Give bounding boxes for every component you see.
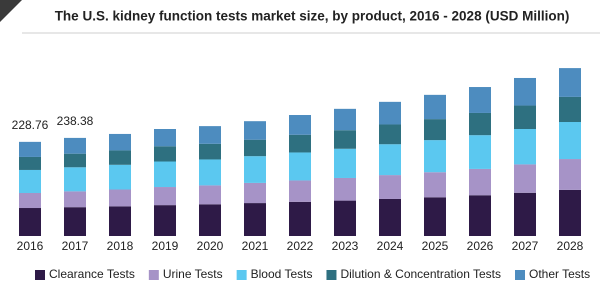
bar-segment <box>154 161 176 188</box>
bar-segment <box>64 137 86 154</box>
bar-segment <box>109 206 131 236</box>
bar-segment <box>199 185 221 205</box>
x-tick-label: 2021 <box>242 239 269 253</box>
corner-decoration <box>0 0 22 22</box>
bar-segment <box>424 197 446 236</box>
bar-segment <box>109 133 131 151</box>
x-tick-label: 2022 <box>287 239 314 253</box>
bar-segment <box>379 144 401 176</box>
bar-segment <box>289 152 311 181</box>
bar-segment <box>514 192 536 236</box>
total-label: 228.76 <box>12 118 49 132</box>
bar-segment <box>289 134 311 153</box>
bar-segment <box>19 141 41 157</box>
bar-segment <box>244 139 266 157</box>
bar-segment <box>289 180 311 202</box>
bar-segment <box>469 112 491 136</box>
legend-swatch <box>236 270 247 280</box>
bar-segment <box>64 153 86 168</box>
x-tick-label: 2019 <box>152 239 179 253</box>
bar-segment <box>244 156 266 183</box>
bar-segment <box>559 189 581 236</box>
bar-segment <box>154 146 176 162</box>
x-tick-label: 2024 <box>377 239 404 253</box>
bar-segment <box>154 187 176 206</box>
bar-segment <box>199 159 221 186</box>
bar-segment <box>514 164 536 193</box>
bar-segment <box>514 77 536 106</box>
bar-segment <box>424 140 446 173</box>
x-tick-label: 2020 <box>197 239 224 253</box>
bar-segment <box>334 200 356 236</box>
x-tick-label: 2025 <box>422 239 449 253</box>
x-tick-label: 2017 <box>62 239 89 253</box>
bar-segment <box>469 135 491 169</box>
bar-segment <box>334 177 356 201</box>
bar-segment <box>334 148 356 178</box>
bar-segment <box>109 189 131 207</box>
bar-segment <box>64 167 86 192</box>
bar-segment <box>289 115 311 135</box>
x-tick-label: 2026 <box>467 239 494 253</box>
legend-label: Dilution & Concentration Tests <box>340 267 501 281</box>
legend-label: Other Tests <box>529 267 590 281</box>
bar-segment <box>559 159 581 190</box>
x-tick-label: 2028 <box>557 239 584 253</box>
bar-segment <box>514 105 536 130</box>
legend-swatch <box>148 270 159 280</box>
bar-segment <box>244 121 266 140</box>
legend-label: Urine Tests <box>163 267 223 281</box>
bar-segment <box>244 203 266 236</box>
bar-segment <box>469 195 491 236</box>
bar-segment <box>154 129 176 147</box>
bar-segment <box>199 143 221 160</box>
bar-segment <box>424 172 446 198</box>
bar-segment <box>424 119 446 141</box>
bar-segment <box>19 192 41 209</box>
bar-segment <box>334 130 356 149</box>
bar-segment <box>469 168 491 196</box>
bar-segment <box>19 208 41 236</box>
bar-segment <box>109 164 131 190</box>
legend-label: Blood Tests <box>251 267 313 281</box>
total-label: 238.38 <box>57 114 94 128</box>
bar-segment <box>469 87 491 113</box>
legend-swatch <box>326 270 337 280</box>
x-tick-label: 2023 <box>332 239 359 253</box>
x-tick-label: 2027 <box>512 239 539 253</box>
legend-swatch <box>515 270 525 280</box>
bar-segment <box>379 124 401 145</box>
chart-title: The U.S. kidney function tests market si… <box>55 9 570 24</box>
bar-segment <box>379 101 401 125</box>
bar-segment <box>19 156 41 170</box>
bar-segment <box>424 94 446 120</box>
bar-segment <box>559 68 581 97</box>
bar-segment <box>289 201 311 236</box>
bar-segment <box>199 126 221 144</box>
bar-segment <box>334 108 356 131</box>
bar-segment <box>379 175 401 199</box>
bar-segment <box>199 204 221 236</box>
x-tick-label: 2018 <box>107 239 134 253</box>
bar-segment <box>64 191 86 208</box>
bar-segment <box>559 122 581 160</box>
legend-swatch <box>35 270 45 280</box>
x-tick-label: 2016 <box>17 239 44 253</box>
bar-segment <box>19 169 41 193</box>
legend-label: Clearance Tests <box>49 267 135 281</box>
bar-segment <box>244 182 266 204</box>
bar-segment <box>559 96 581 123</box>
bar-segment <box>154 205 176 236</box>
bar-segment <box>379 198 401 236</box>
bar-segment <box>514 129 536 165</box>
bar-segment <box>64 207 86 236</box>
bar-segment <box>109 150 131 165</box>
